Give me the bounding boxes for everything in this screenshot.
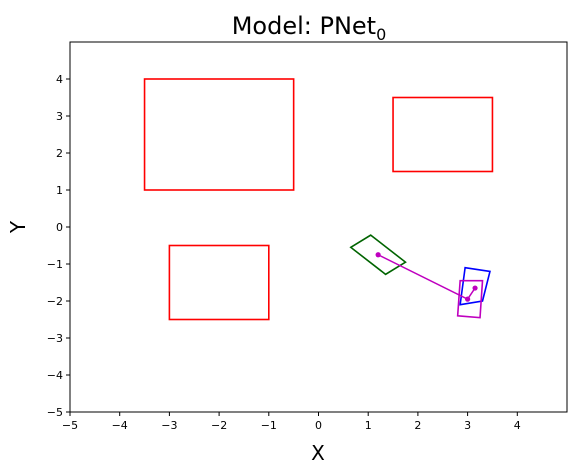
y-tick-label: 4 xyxy=(56,73,63,86)
y-axis-ticks: −5 −4 −3 −2 −1 0 1 2 3 4 xyxy=(47,73,70,419)
obstacle-rect-2 xyxy=(392,96,494,173)
x-tick-label: −2 xyxy=(211,419,227,432)
obstacle-rect-3 xyxy=(168,244,270,321)
x-tick-label: −5 xyxy=(62,419,78,432)
path-point-3 xyxy=(472,285,478,291)
x-tick-label: −4 xyxy=(112,419,128,432)
robot-start-box xyxy=(349,234,407,276)
x-axis-ticks: −5 −4 −3 −2 −1 0 1 2 3 4 xyxy=(62,412,521,432)
y-axis-label: Y xyxy=(6,220,30,234)
chart-title-main: Model: PNet xyxy=(232,12,376,40)
x-tick-label: −3 xyxy=(161,419,177,432)
y-tick-label: 1 xyxy=(56,184,63,197)
obstacle-layer xyxy=(143,78,494,321)
y-tick-label: −4 xyxy=(47,369,63,382)
path-point-2 xyxy=(465,296,471,302)
y-tick-label: −3 xyxy=(47,332,63,345)
chart-title-subscript: 0 xyxy=(376,25,386,44)
y-tick-label: 3 xyxy=(56,110,63,123)
x-tick-label: −1 xyxy=(261,419,277,432)
path-layer xyxy=(375,252,478,302)
x-tick-label: 0 xyxy=(315,419,322,432)
x-axis-label: X xyxy=(311,441,325,465)
y-tick-label: 2 xyxy=(56,147,63,160)
y-tick-label: −5 xyxy=(47,406,63,419)
x-tick-label: 4 xyxy=(514,419,521,432)
y-tick-label: −2 xyxy=(47,295,63,308)
chart-title: Model: PNet0 xyxy=(232,12,387,44)
y-tick-label: 0 xyxy=(56,221,63,234)
robot-final-box xyxy=(456,279,484,319)
x-tick-label: 2 xyxy=(414,419,421,432)
path-point-1 xyxy=(375,252,381,258)
obstacle-rect-1 xyxy=(143,78,295,191)
y-tick-label: −1 xyxy=(47,258,63,271)
x-tick-label: 3 xyxy=(464,419,471,432)
x-tick-label: 1 xyxy=(365,419,372,432)
path-line xyxy=(377,254,476,301)
robot-layer xyxy=(349,234,491,319)
